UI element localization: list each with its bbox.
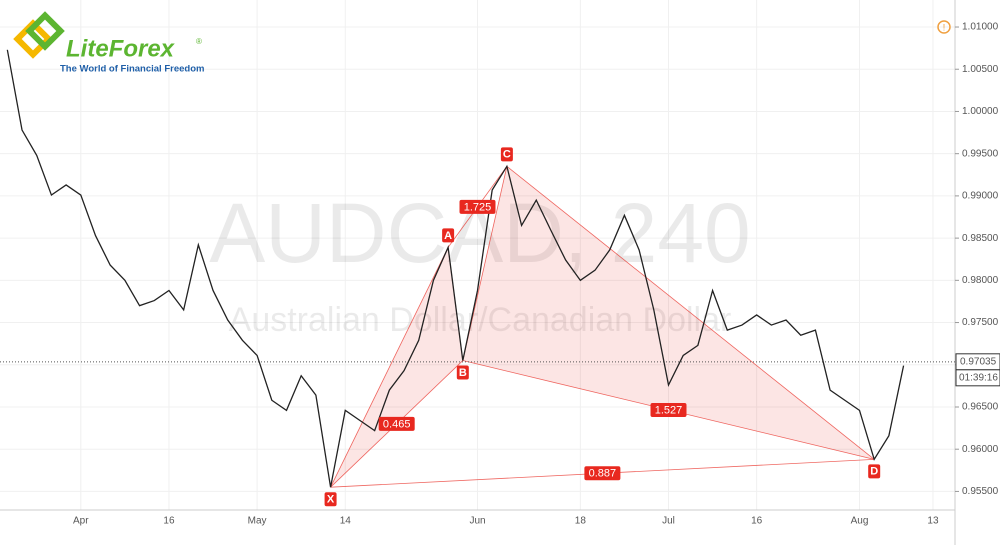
ratio-label: 0.465 bbox=[383, 418, 411, 430]
pivot-box bbox=[500, 147, 513, 162]
logo-tagline: The World of Financial Freedom bbox=[60, 64, 204, 75]
pivot-label: X bbox=[327, 494, 335, 506]
pattern-line bbox=[506, 166, 875, 460]
y-tick-label: 1.00000 bbox=[962, 106, 999, 117]
x-tick-label: 13 bbox=[927, 516, 939, 527]
x-tick-label: 18 bbox=[575, 516, 587, 527]
pivot-box bbox=[868, 464, 881, 479]
pattern-line bbox=[330, 247, 449, 488]
logo: LiteForex ® The World of Financial Freed… bbox=[13, 11, 204, 75]
y-tick-label: 0.98500 bbox=[962, 233, 999, 244]
y-tick-label: 0.99500 bbox=[962, 148, 999, 159]
y-tick-label: 1.00500 bbox=[962, 64, 999, 75]
pivot-box bbox=[456, 365, 469, 380]
pivot-label: C bbox=[503, 149, 511, 161]
info-icon-mark: ! bbox=[943, 22, 946, 32]
pivot-label: D bbox=[870, 466, 878, 478]
logo-diamond bbox=[13, 19, 53, 59]
y-tick-label: 0.97500 bbox=[962, 317, 999, 328]
pivot-label: B bbox=[459, 367, 467, 379]
ratio-box bbox=[584, 466, 621, 481]
ratio-label: 1.725 bbox=[464, 201, 492, 213]
pattern-fill bbox=[462, 166, 875, 460]
x-tick-label: Apr bbox=[73, 516, 89, 527]
price-line bbox=[6, 49, 905, 488]
ratio-label: 1.527 bbox=[655, 404, 683, 416]
pattern-fill bbox=[330, 247, 463, 488]
info-icon[interactable] bbox=[937, 20, 951, 34]
logo-brand: LiteForex bbox=[66, 35, 176, 62]
watermark-name: Australian Dollar/Canadian Dollar bbox=[229, 301, 732, 339]
y-tick-label: 0.96000 bbox=[962, 444, 999, 455]
x-tick-label: 14 bbox=[340, 516, 352, 527]
logo-mark: ® bbox=[196, 37, 202, 46]
countdown-tag bbox=[955, 369, 1000, 387]
x-tick-label: Aug bbox=[851, 516, 869, 527]
ratio-box bbox=[650, 402, 687, 417]
x-tick-label: 16 bbox=[163, 516, 175, 527]
y-tick-label: 0.99000 bbox=[962, 191, 999, 202]
y-tick-label: 0.95500 bbox=[962, 486, 999, 497]
y-tick-label: 0.98000 bbox=[962, 275, 999, 286]
price-tag-label: 0.97035 bbox=[960, 356, 997, 367]
pivot-box bbox=[324, 492, 337, 507]
y-tick-label: 1.01000 bbox=[962, 22, 999, 33]
countdown-label: 01:39:16 bbox=[959, 372, 998, 383]
x-tick-label: Jul bbox=[662, 516, 675, 527]
y-tick-label: 0.96500 bbox=[962, 402, 999, 413]
ratio-label: 0.887 bbox=[589, 468, 617, 480]
x-tick-label: 16 bbox=[751, 516, 763, 527]
x-tick-label: Jun bbox=[469, 516, 485, 527]
pivot-box bbox=[442, 228, 455, 243]
x-tick-label: May bbox=[248, 516, 267, 527]
ratio-box bbox=[459, 199, 496, 214]
ratio-box bbox=[378, 416, 415, 431]
logo-diamond bbox=[25, 11, 65, 51]
pivot-label: A bbox=[444, 230, 452, 242]
